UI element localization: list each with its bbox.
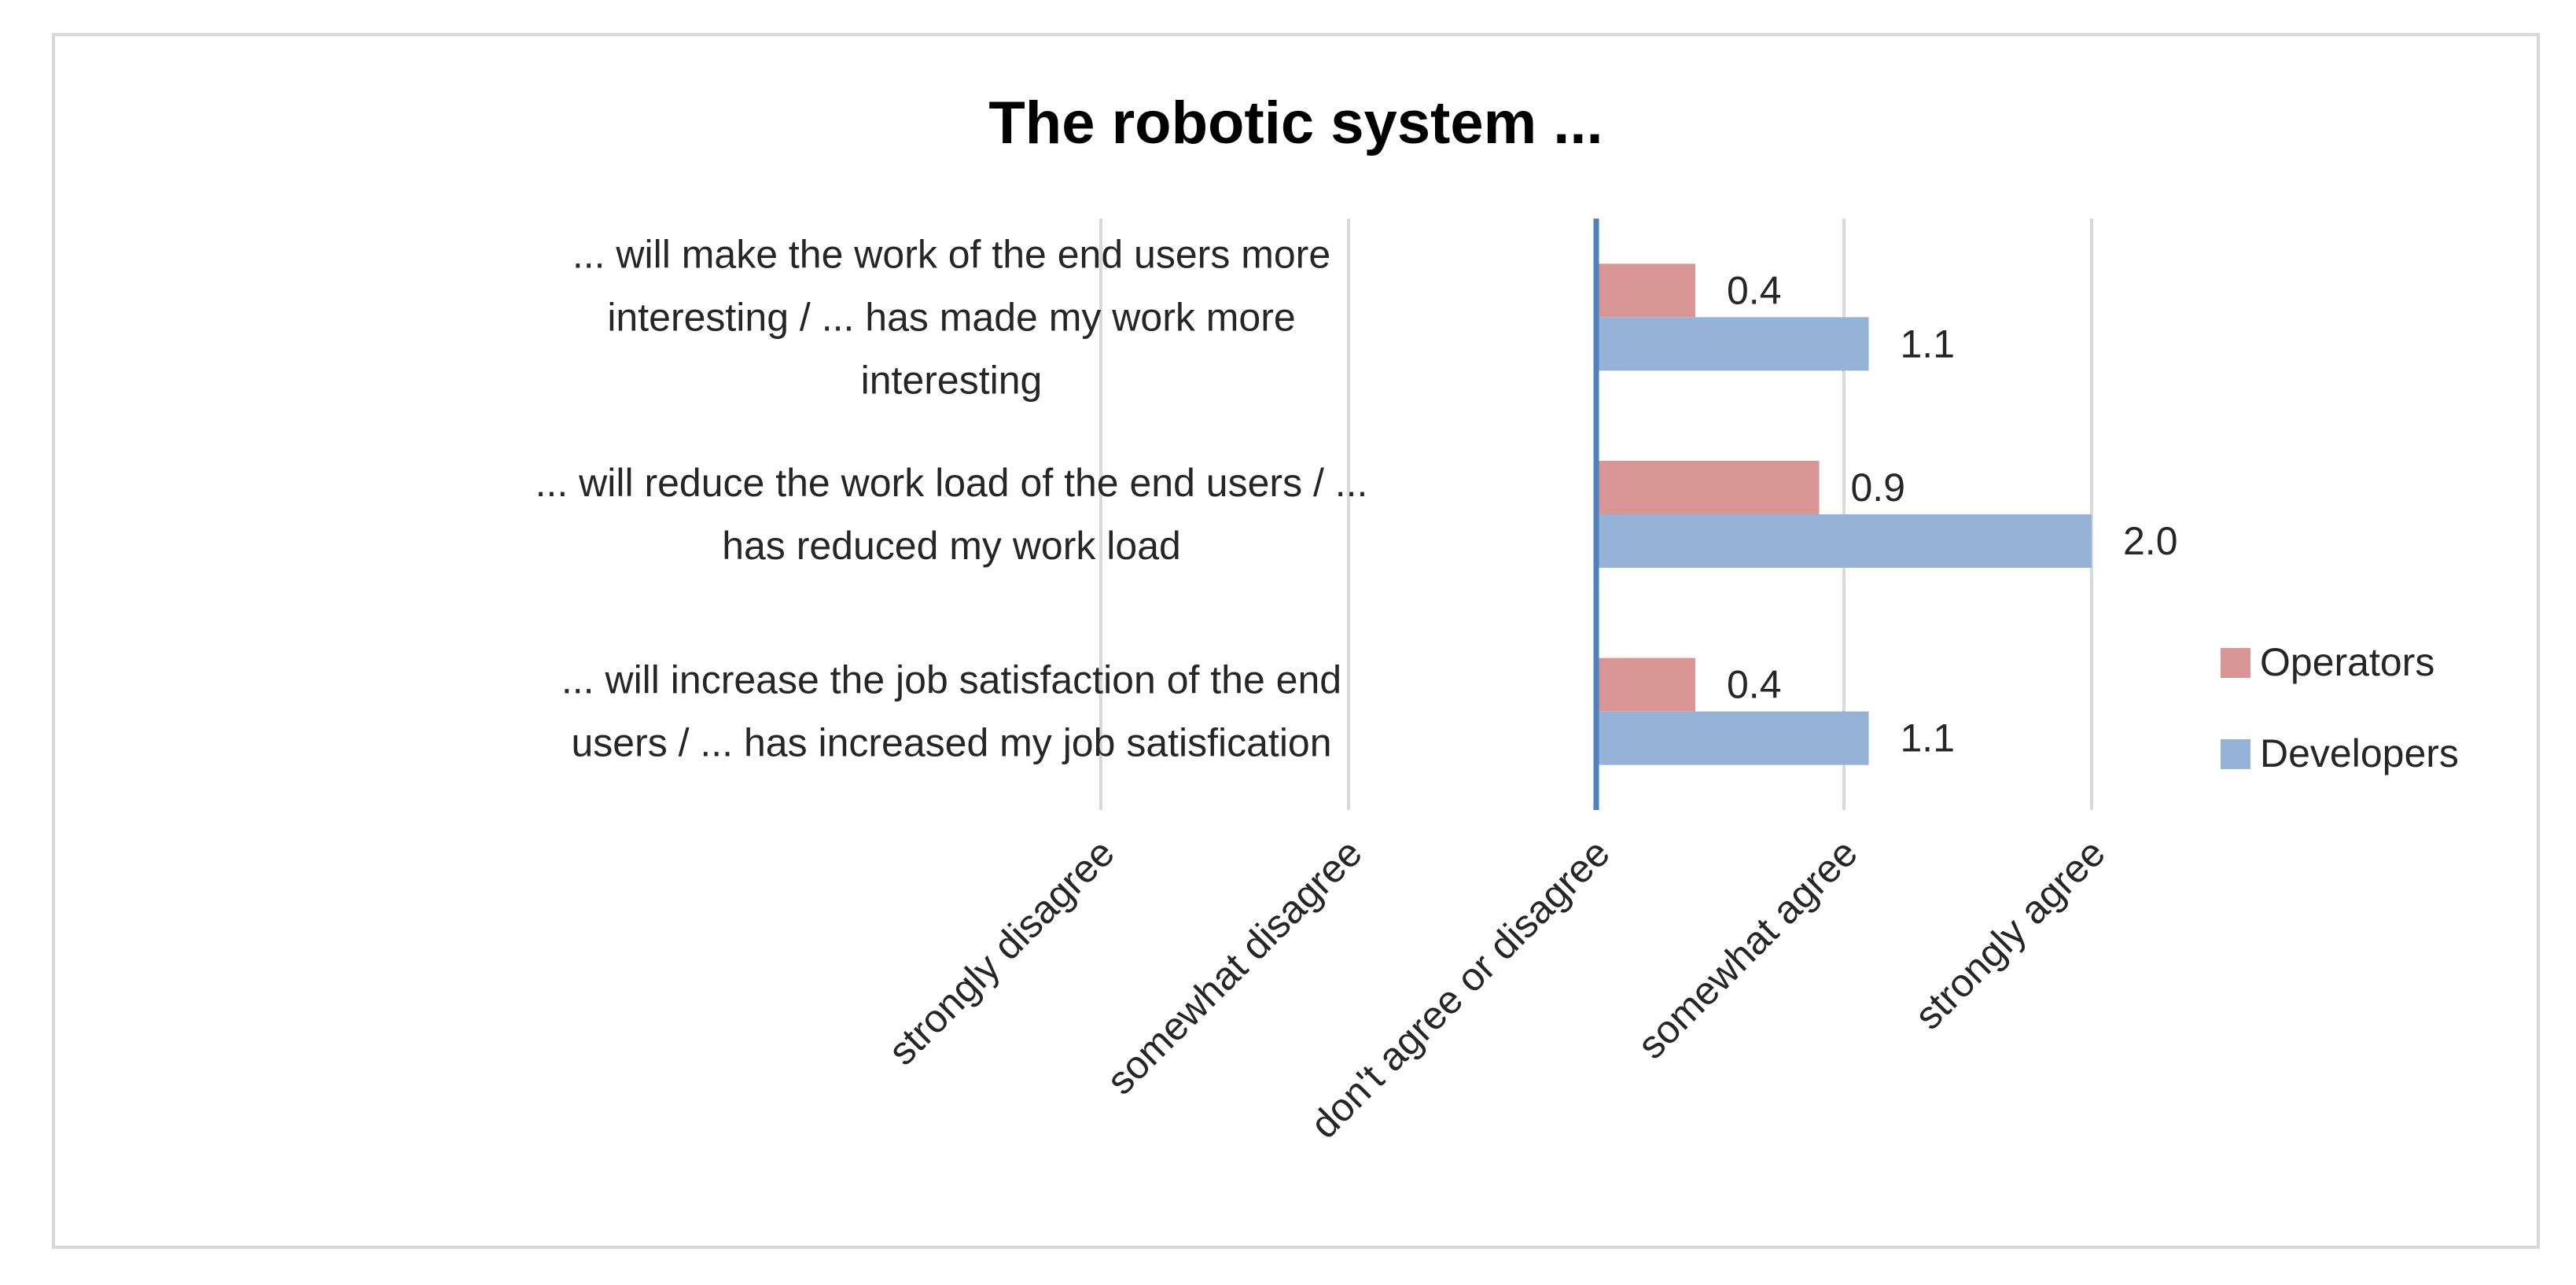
bar-developers-1 bbox=[1596, 514, 2092, 568]
category-label-line: ... will make the work of the end users … bbox=[572, 232, 1330, 276]
category-label-line: users / ... has increased my job satisfi… bbox=[571, 721, 1331, 765]
x-tick-label-1: somewhat disagree bbox=[1098, 830, 1371, 1103]
bar-operators-1 bbox=[1596, 461, 1820, 514]
category-label-0: ... will make the work of the end users … bbox=[572, 232, 1330, 402]
bars bbox=[1596, 263, 2092, 765]
x-tick-label-4: strongly agree bbox=[1906, 830, 2114, 1038]
chart-title: The robotic system ... bbox=[988, 90, 1603, 156]
legend-swatch-developers bbox=[2221, 739, 2250, 769]
x-tick-label-3: somewhat agree bbox=[1629, 830, 1866, 1067]
data-label-developers-1: 2.0 bbox=[2123, 519, 2178, 563]
data-label-operators-0: 0.4 bbox=[1727, 268, 1782, 312]
category-label-1: ... will reduce the work load of the end… bbox=[535, 461, 1368, 568]
bar-operators-0 bbox=[1596, 263, 1695, 318]
category-labels: ... will make the work of the end users … bbox=[535, 232, 1368, 764]
bar-operators-2 bbox=[1596, 657, 1695, 712]
category-label-line: interesting bbox=[861, 358, 1043, 402]
category-label-line: ... will reduce the work load of the end… bbox=[535, 461, 1368, 505]
data-labels: 0.4 0.9 0.4 1.1 2.0 1.1 bbox=[1727, 268, 2178, 760]
data-label-operators-1: 0.9 bbox=[1851, 466, 1906, 510]
legend-swatch-operators bbox=[2221, 648, 2250, 678]
chart-frame bbox=[52, 33, 2540, 1249]
x-tick-label-0: strongly disagree bbox=[880, 830, 1123, 1073]
category-label-line: interesting / ... has made my work more bbox=[607, 295, 1295, 339]
legend-label-operators: Operators bbox=[2260, 640, 2434, 684]
bar-developers-0 bbox=[1596, 317, 1869, 371]
category-label-2: ... will increase the job satisfaction o… bbox=[561, 658, 1341, 765]
category-label-line: ... will increase the job satisfaction o… bbox=[561, 658, 1341, 702]
legend-label-developers: Developers bbox=[2260, 731, 2459, 775]
legend: Operators Developers bbox=[2221, 640, 2459, 775]
category-label-line: has reduced my work load bbox=[722, 524, 1181, 568]
data-label-operators-2: 0.4 bbox=[1727, 663, 1782, 707]
data-label-developers-0: 1.1 bbox=[1901, 322, 1956, 366]
data-label-developers-2: 1.1 bbox=[1901, 716, 1956, 760]
bar-developers-2 bbox=[1596, 711, 1869, 765]
